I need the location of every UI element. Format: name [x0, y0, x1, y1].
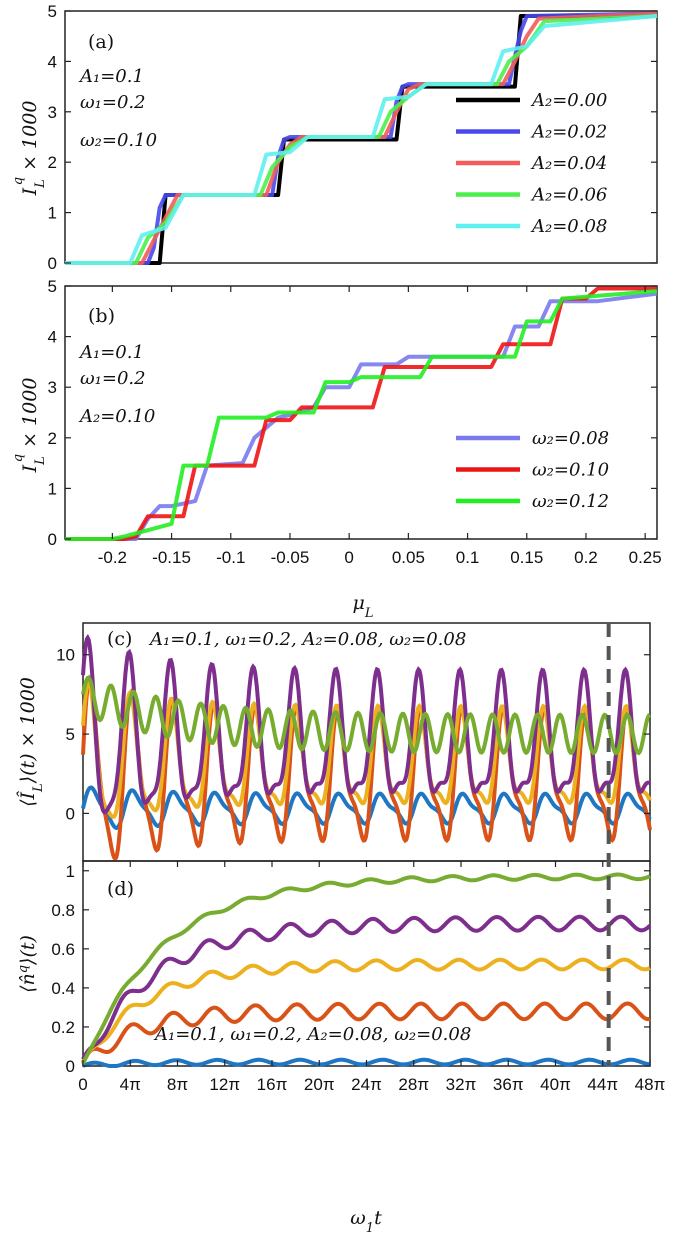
panel-b-xlabel: μL — [353, 592, 374, 621]
panel-c-yticks: 0 5 10 — [56, 646, 650, 823]
y-tick-label: 1 — [48, 479, 57, 498]
y-tick-label: 0.4 — [51, 979, 75, 998]
panel-b-legend: ω₂=0.08 ω₂=0.10 ω₂=0.12 — [456, 428, 609, 512]
legend-label: A₂=0.06 — [530, 185, 607, 206]
y-tick-label: 2 — [48, 429, 57, 448]
panel-b-yticks: 0 1 2 3 4 5 — [48, 277, 657, 549]
y-tick-label: 10 — [56, 646, 75, 665]
x-tick-label: 0.25 — [629, 548, 662, 567]
panel-b-ann-2: ω₁=0.2 — [80, 368, 146, 389]
legend-label: ω₂=0.12 — [532, 491, 609, 512]
panel-d-title: A₁=0.1, ω₁=0.2, A₂=0.08, ω₂=0.08 — [153, 1024, 471, 1045]
panel-a-ylabel: ILq × 1000 — [11, 101, 48, 197]
y-tick-label: 2 — [48, 153, 57, 172]
y-tick-label: 4 — [48, 52, 57, 71]
series-line — [81, 633, 651, 815]
x-tick-label: 8π — [167, 1075, 188, 1094]
panel-d-yticks: 0 0.2 0.4 0.6 0.8 1 — [51, 862, 650, 1076]
y-tick-label: 5 — [48, 277, 57, 296]
panel-b-ann-3: A₂=0.10 — [78, 406, 155, 427]
series-line — [81, 914, 652, 1061]
panel-b-ann-1: A₁=0.1 — [78, 342, 144, 363]
x-tick-label: 12π — [209, 1075, 240, 1094]
legend-label: A₂=0.00 — [530, 90, 607, 111]
series-line — [81, 872, 651, 1065]
panel-b-series — [65, 286, 658, 541]
x-tick-label: 20π — [304, 1075, 335, 1094]
x-tick-label: 0 — [344, 548, 353, 567]
x-tick-label: 40π — [540, 1075, 571, 1094]
y-tick-label: 1 — [48, 204, 57, 223]
x-tick-label: 32π — [446, 1075, 477, 1094]
panel-a-ann-1: A₁=0.1 — [78, 66, 144, 87]
y-tick-label: 1 — [66, 862, 75, 881]
y-tick-label: 5 — [48, 2, 57, 21]
panel-b-label: (b) — [88, 305, 115, 327]
panel-a-ann-3: ω₂=0.10 — [80, 130, 157, 151]
y-tick-label: 3 — [48, 378, 57, 397]
y-tick-label: 0 — [66, 1057, 75, 1076]
y-tick-label: 0.8 — [51, 901, 75, 920]
series-line — [65, 14, 658, 265]
y-tick-label: 0.6 — [51, 940, 75, 959]
panel-a-frame — [64, 10, 658, 264]
x-tick-label: 36π — [493, 1075, 524, 1094]
y-tick-label: 0 — [48, 254, 57, 273]
x-tick-label: 0.05 — [392, 548, 425, 567]
x-tick-label: -0.2 — [98, 548, 127, 567]
legend-label: ω₂=0.10 — [532, 460, 609, 481]
series-line — [81, 675, 651, 756]
x-tick-label: 0.15 — [510, 548, 543, 567]
panel-b-frame — [64, 285, 658, 540]
x-tick-label: 0 — [78, 1075, 87, 1094]
legend-label: ω₂=0.08 — [532, 428, 609, 449]
x-tick-label: -0.15 — [152, 548, 191, 567]
series-line — [81, 1001, 651, 1064]
panel-c-series — [81, 633, 652, 862]
x-tick-label: 28π — [398, 1075, 429, 1094]
x-tick-label: -0.1 — [216, 548, 245, 567]
y-tick-label: 0 — [66, 804, 75, 823]
panel-a-ann-2: ω₁=0.2 — [80, 92, 146, 113]
panel-d-ylabel: ⟨n̂q⟩(t) — [16, 935, 39, 993]
panel-d-xticks: 0 4π 8π 12π 16π 20π 24π 28π 32π 36π 40π 44π 48π — [78, 861, 665, 1094]
y-tick-label: 3 — [48, 103, 57, 122]
x-tick-label: 44π — [587, 1075, 618, 1094]
panel-d-xlabel: ω1t — [350, 1207, 382, 1236]
x-tick-label: 16π — [257, 1075, 288, 1094]
y-tick-label: 0 — [48, 530, 57, 549]
panel-a-label: (a) — [88, 31, 114, 53]
series-line — [65, 289, 658, 541]
x-tick-label: 4π — [120, 1075, 141, 1094]
x-tick-label: -0.05 — [271, 548, 310, 567]
x-tick-label: 48π — [635, 1075, 666, 1094]
y-tick-label: 0.2 — [51, 1018, 75, 1037]
panel-a-yticks: 0 1 2 3 4 5 — [48, 2, 657, 273]
panel-b-ylabel: ILq × 1000 — [11, 378, 48, 474]
legend-label: A₂=0.04 — [530, 153, 607, 174]
y-tick-label: 5 — [66, 725, 75, 744]
series-line — [81, 957, 651, 1063]
panel-a-series — [65, 11, 658, 265]
legend-label: A₂=0.02 — [530, 122, 607, 143]
panel-d-label: (d) — [107, 878, 134, 900]
x-tick-label: 0.2 — [574, 548, 598, 567]
panel-c-title: A₁=0.1, ω₁=0.2, A₂=0.08, ω₂=0.08 — [148, 629, 466, 650]
panel-b-xticks: -0.2 -0.15 -0.1 -0.05 0 0.05 0.1 0.15 0.2 0.25 — [98, 286, 662, 567]
x-tick-label: 0.1 — [456, 548, 480, 567]
y-tick-label: 4 — [48, 328, 57, 347]
legend-label: A₂=0.08 — [530, 216, 607, 237]
panel-c-ylabel: ⟨ÎL⟩(t) × 1000 — [16, 677, 46, 807]
panel-c-label: (c) — [107, 628, 132, 650]
panel-a-legend: A₂=0.00 A₂=0.02 A₂=0.04 A₂=0.06 A₂=0.08 — [456, 90, 607, 237]
x-tick-label: 24π — [351, 1075, 382, 1094]
